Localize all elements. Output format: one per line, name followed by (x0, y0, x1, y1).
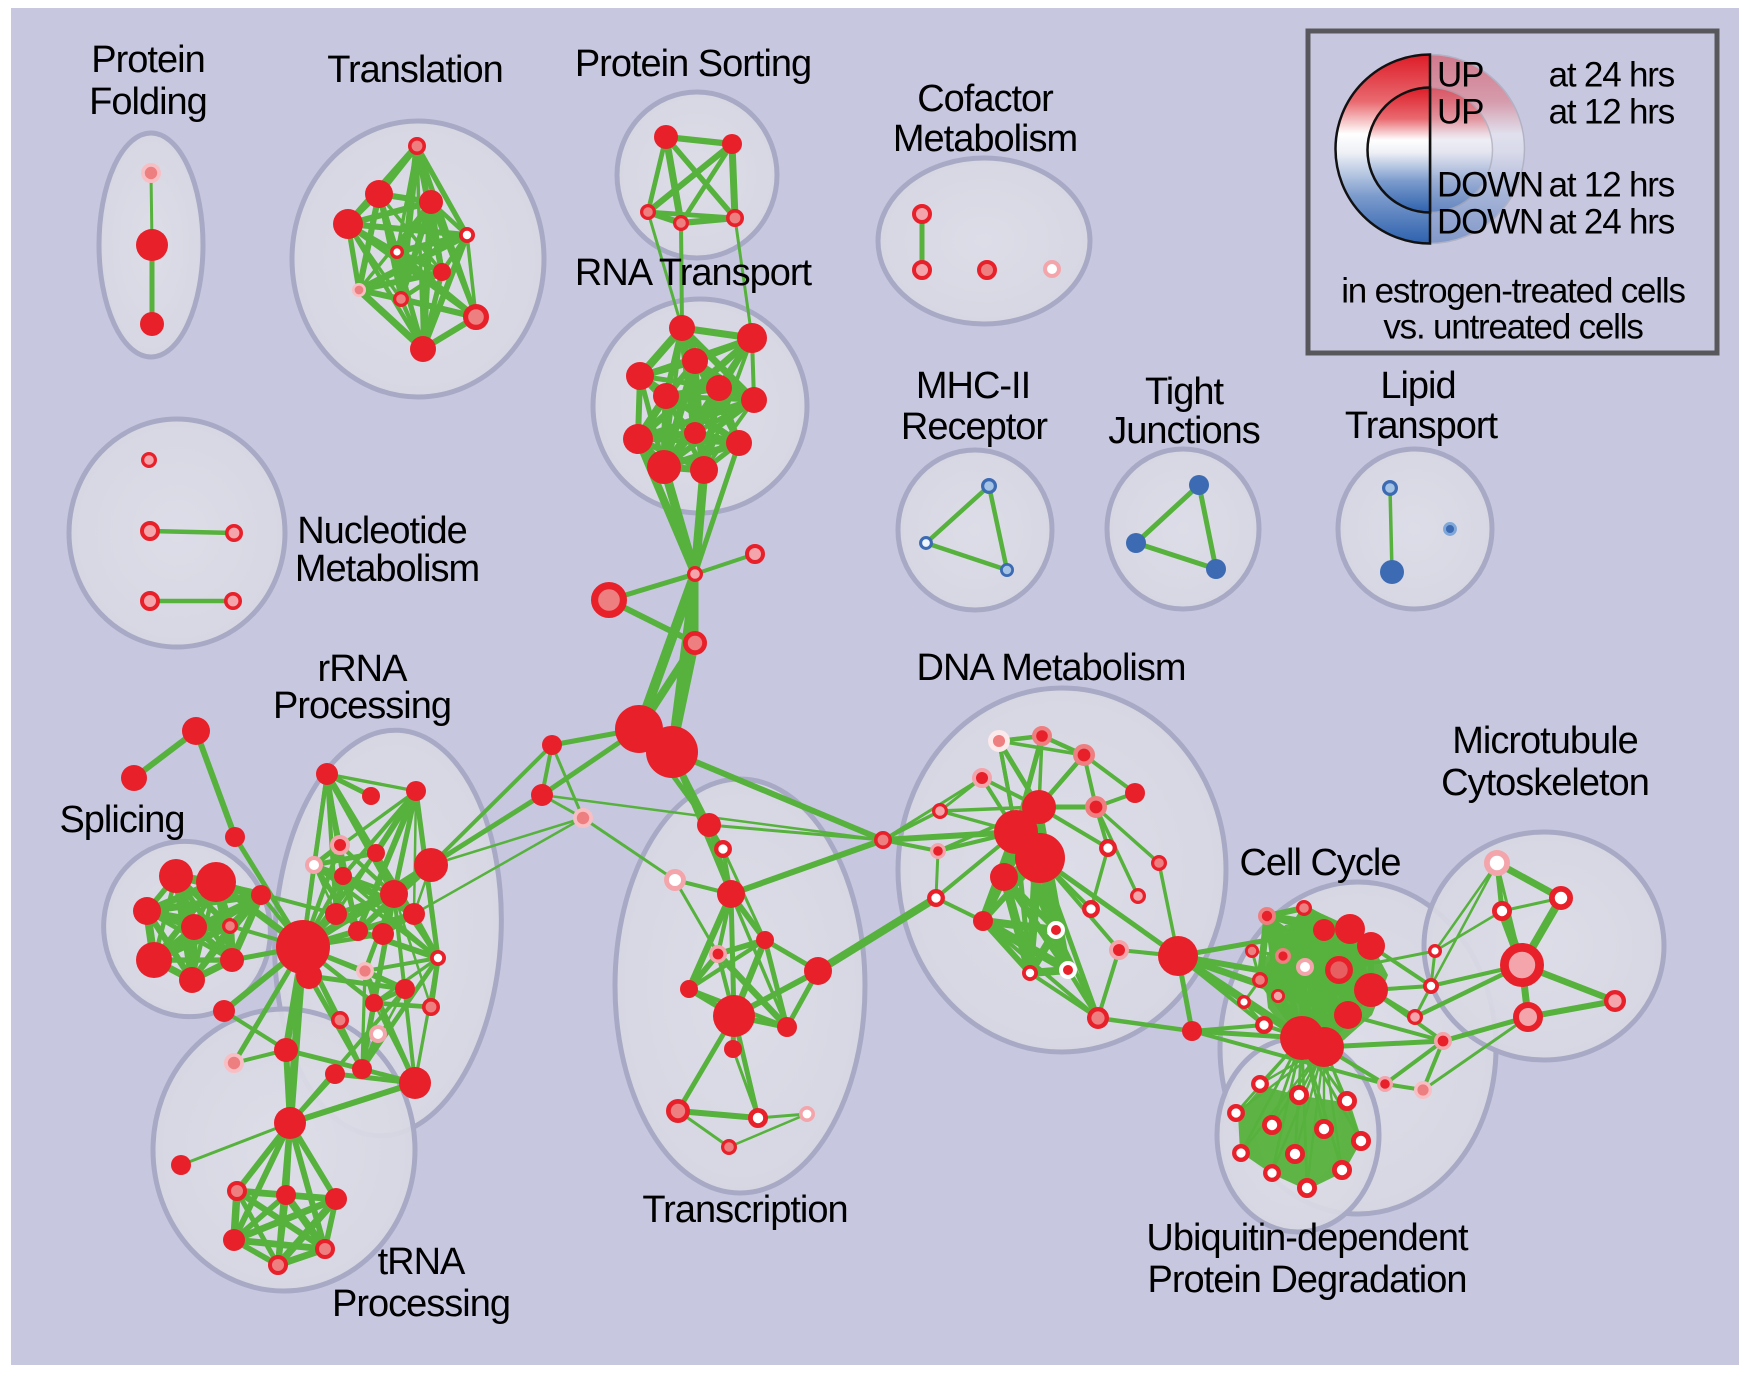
svg-text:Processing: Processing (332, 1283, 510, 1325)
svg-text:UP: UP (1437, 55, 1483, 94)
svg-text:Splicing: Splicing (59, 799, 184, 841)
svg-text:at 24 hrs: at 24 hrs (1549, 55, 1675, 94)
svg-text:DOWN: DOWN (1437, 165, 1543, 204)
svg-text:UP: UP (1437, 92, 1483, 131)
svg-text:Receptor: Receptor (901, 406, 1049, 448)
svg-text:rRNA: rRNA (318, 648, 409, 690)
svg-text:Transcription: Transcription (642, 1189, 847, 1231)
svg-text:Cytoskeleton: Cytoskeleton (1441, 762, 1649, 804)
svg-text:at 12 hrs: at 12 hrs (1549, 165, 1675, 204)
svg-text:Protein Sorting: Protein Sorting (575, 43, 811, 85)
svg-text:Processing: Processing (273, 685, 451, 727)
svg-text:Cell Cycle: Cell Cycle (1239, 842, 1400, 884)
svg-text:Transport: Transport (1345, 405, 1499, 447)
svg-text:Tight: Tight (1145, 371, 1225, 413)
svg-text:Ubiquitin-dependent: Ubiquitin-dependent (1146, 1217, 1469, 1259)
svg-text:Protein Degradation: Protein Degradation (1148, 1259, 1467, 1301)
svg-text:DOWN: DOWN (1437, 202, 1543, 241)
svg-text:Metabolism: Metabolism (893, 118, 1077, 160)
svg-text:MHC-II: MHC-II (916, 365, 1030, 407)
svg-text:RNA Transport: RNA Transport (575, 252, 813, 294)
svg-text:Metabolism: Metabolism (295, 548, 479, 590)
svg-text:Translation: Translation (327, 49, 503, 91)
svg-text:Protein: Protein (91, 39, 204, 81)
svg-text:Nucleotide: Nucleotide (297, 510, 467, 552)
svg-text:Junctions: Junctions (1108, 410, 1260, 452)
svg-text:tRNA: tRNA (378, 1241, 466, 1283)
svg-text:at 24 hrs: at 24 hrs (1549, 202, 1675, 241)
svg-text:Microtubule: Microtubule (1452, 720, 1637, 762)
svg-text:DNA Metabolism: DNA Metabolism (917, 647, 1186, 689)
svg-text:Cofactor: Cofactor (917, 78, 1054, 120)
svg-text:in estrogen-treated cells: in estrogen-treated cells (1341, 271, 1685, 310)
svg-text:vs. untreated cells: vs. untreated cells (1383, 307, 1643, 346)
svg-text:Lipid: Lipid (1380, 365, 1455, 407)
svg-text:at 12 hrs: at 12 hrs (1549, 92, 1675, 131)
svg-text:Folding: Folding (89, 81, 207, 123)
